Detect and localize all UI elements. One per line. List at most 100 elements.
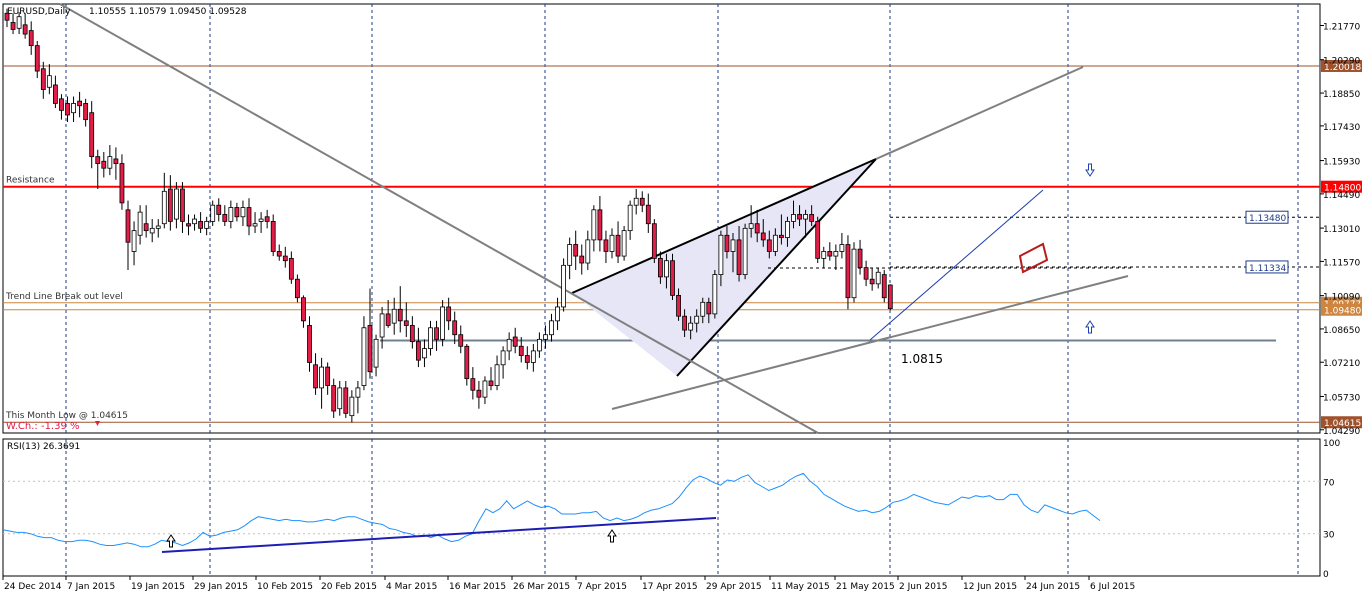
symbol-title: EURUSD,Daily	[7, 7, 71, 17]
candle-body	[791, 214, 796, 222]
candle-body	[863, 267, 869, 280]
time-tick-label: 16 Mar 2015	[449, 582, 506, 592]
candle-body	[234, 207, 240, 218]
up-arrow-icon	[1085, 320, 1095, 334]
candles-layer	[4, 8, 893, 423]
price-tick-label: 1.15930	[1323, 158, 1360, 168]
time-tick-label: 2 Jun 2015	[899, 582, 947, 592]
candle-body	[561, 264, 566, 308]
candle-body	[149, 227, 155, 234]
candle-body	[875, 271, 881, 285]
price-tag	[1321, 59, 1362, 72]
candle-body	[53, 84, 58, 104]
price-level-box	[1245, 260, 1289, 274]
candle-body	[627, 204, 633, 232]
candle-body	[198, 220, 204, 229]
candle-body	[319, 366, 325, 389]
time-tick-label: 29 Apr 2015	[706, 582, 762, 592]
candle-body	[216, 204, 222, 215]
price-tick-label: 1.05730	[1323, 393, 1360, 403]
price-level-text: This Month Low @ 1.04615	[5, 411, 128, 421]
price-tick-label: 1.10090	[1323, 293, 1360, 303]
candle-body	[95, 156, 101, 164]
price-tag-label: 1.09480	[1324, 307, 1361, 317]
price-tick-label: 1.08650	[1323, 326, 1360, 336]
candle-body	[131, 230, 137, 252]
time-tick-label: 26 Mar 2015	[513, 582, 570, 592]
candle-body	[506, 338, 512, 352]
candle-body	[730, 239, 736, 252]
candle-body	[28, 30, 34, 47]
price-axis-layer: 1.21770 1.20290 1.18850 1.17430 1.15930 1.144…	[1320, 23, 1360, 437]
candle-body	[512, 336, 518, 347]
time-tick-label: 21 May 2015	[836, 582, 895, 592]
time-tick-label: 6 Jul 2015	[1090, 582, 1135, 592]
candle-body	[736, 239, 742, 275]
candle-body	[313, 364, 318, 389]
time-tick-label: 11 May 2015	[771, 582, 830, 592]
rsi-tick-label: 0	[1323, 570, 1329, 580]
candle-body	[337, 387, 343, 410]
candle-body	[603, 239, 609, 252]
candle-body	[482, 380, 488, 398]
candle-body	[143, 223, 149, 232]
candle-body	[712, 274, 718, 315]
red-flag-pattern	[1018, 242, 1049, 274]
candle-body	[748, 223, 754, 229]
candle-body	[857, 248, 863, 269]
candle-body	[524, 355, 530, 363]
candle-body	[567, 244, 573, 266]
rsi-series-line	[2, 472, 1101, 548]
candle-body	[192, 218, 197, 225]
candle-body	[10, 22, 16, 30]
candle-body	[282, 255, 288, 262]
candle-body	[22, 24, 28, 35]
candle-body	[682, 315, 687, 331]
candle-body	[645, 204, 651, 225]
time-tick-label: 12 Jun 2015	[963, 582, 1017, 592]
wedge-extension-line	[875, 66, 1084, 160]
price-level-box-label: 1.11334	[1249, 264, 1286, 274]
price-tag	[1321, 180, 1362, 193]
price-tag-label: 1.04615	[1324, 419, 1361, 429]
candle-body	[228, 207, 234, 222]
rsi-layer: 100 70 30 0 RSI(13) 26.3691	[2, 439, 1340, 580]
candle-body	[621, 230, 627, 257]
candle-body	[518, 345, 524, 356]
time-tick-label: 24 Dec 2014	[4, 582, 62, 592]
candle-body	[597, 209, 603, 241]
candle-body	[258, 218, 264, 222]
wedge-upper-line	[571, 158, 877, 294]
up-arrow-icon	[166, 534, 176, 548]
candle-body	[869, 278, 875, 285]
candle-body	[204, 220, 210, 229]
candle-body	[476, 389, 482, 398]
price-tag	[1321, 303, 1362, 316]
candle-body	[827, 251, 833, 257]
candle-body	[252, 223, 258, 227]
candle-body	[331, 385, 337, 412]
time-tick-label: 20 Feb 2015	[321, 582, 377, 592]
candle-body	[464, 345, 470, 380]
labels-layer: EURUSD,Daily 1.10555 1.10579 1.09450 1.09…	[6, 7, 1095, 432]
candle-body	[458, 334, 464, 347]
candle-body	[488, 380, 494, 386]
time-tick-label: 24 Jun 2015	[1026, 582, 1080, 592]
candle-body	[676, 294, 681, 317]
candle-body	[276, 251, 282, 257]
up-arrow-icon	[607, 529, 617, 543]
rsi-trend-line	[161, 517, 717, 553]
candle-body	[779, 234, 784, 238]
candle-body	[434, 327, 439, 340]
candle-body	[397, 308, 403, 322]
down-arrow-icon	[1085, 163, 1095, 177]
ohlc-values: 1.10555 1.10579 1.09450 1.09528	[89, 7, 247, 17]
candle-body	[754, 223, 760, 234]
candle-body	[809, 214, 815, 222]
candle-body	[46, 75, 52, 88]
candle-body	[555, 306, 560, 322]
candle-body	[452, 320, 458, 336]
price-level-text: Resistance	[6, 176, 55, 186]
